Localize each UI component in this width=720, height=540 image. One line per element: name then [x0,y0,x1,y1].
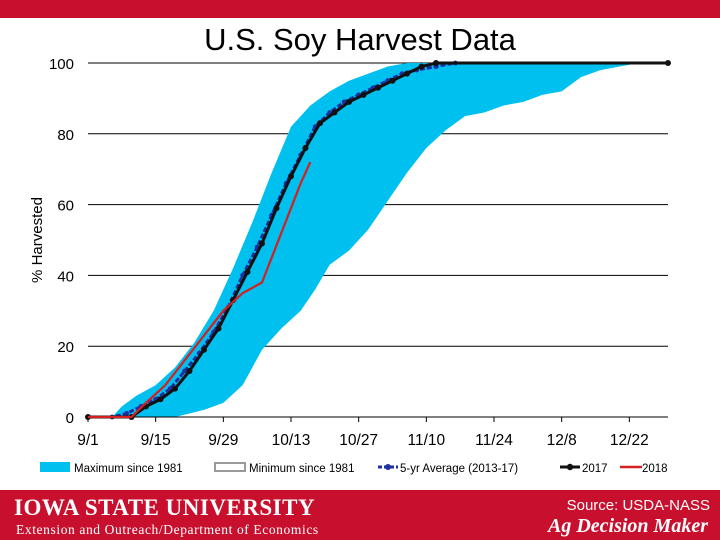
y-tick-label: 40 [57,268,74,285]
x-tick-label: 10/27 [339,432,378,449]
y-tick-label: 0 [66,410,74,427]
point-5yr [124,411,130,416]
x-tick-label: 9/15 [141,432,171,449]
university-wordmark: IOWA STATE UNIVERSITY [14,495,316,520]
point-2017 [346,98,352,105]
point-2017 [389,77,396,84]
point-2017 [302,144,309,151]
x-tick-label: 11/24 [475,432,513,449]
y-tick-label: 100 [49,56,74,73]
point-2017 [215,325,222,332]
legend-swatch-max [40,462,70,472]
point-2017 [288,173,294,180]
point-2017 [418,63,425,70]
source-note: Source: USDA-NASS [566,497,710,514]
y-axis-label: % Harvested [29,197,46,283]
point-2017 [259,240,265,247]
brand-name: Ag Decision Maker [548,515,708,537]
y-tick-label: 80 [57,127,74,144]
series-2018-line [88,161,312,419]
point-2017 [172,385,178,392]
y-tick-label: 60 [57,198,74,215]
footer-bar [0,490,720,540]
legend-label: Minimum since 1981 [249,463,354,475]
x-tick-label: 9/1 [77,432,99,449]
legend-label: 2017 [582,463,608,475]
slide-title: U.S. Soy Harvest Data [204,22,516,57]
point-2017 [375,84,381,91]
point-2017 [404,70,410,77]
department-name: Extension and Outreach/Department of Eco… [16,522,319,537]
legend-marker-5yr [385,464,391,470]
point-5yr [182,368,188,374]
x-tick-label: 12/22 [610,432,649,449]
legend-swatch-min [214,462,246,472]
point-2017 [360,91,367,98]
point-2017 [331,109,338,116]
point-2017 [201,346,207,353]
point-2017 [244,268,251,275]
x-tick-label: 9/29 [208,432,238,449]
point-2017 [317,120,323,127]
harvest-chart: 0 20 40 60 80 100 9/1 9/15 9/29 10/13 10/27 11/10 11… [29,56,671,475]
point-2017 [273,205,280,212]
point-2017 [433,60,439,66]
x-tick-label: 11/10 [408,432,446,449]
point-2017 [186,367,193,374]
max-min-band [88,63,668,417]
x-tick-label: 10/13 [272,432,311,449]
legend: Maximum since 1981 Minimum since 1981 5-yr… [40,462,668,475]
legend-label: 5-yr Average (2013-17) [400,463,518,475]
x-tick-label: 12/8 [547,432,577,449]
legend-label: 2018 [642,463,668,475]
legend-label: Maximum since 1981 [74,463,183,475]
point-2017 [157,396,164,403]
point-2017 [665,60,671,66]
legend-marker-2017 [566,463,574,471]
y-tick-label: 20 [57,339,74,356]
top-accent-bar [0,0,720,18]
